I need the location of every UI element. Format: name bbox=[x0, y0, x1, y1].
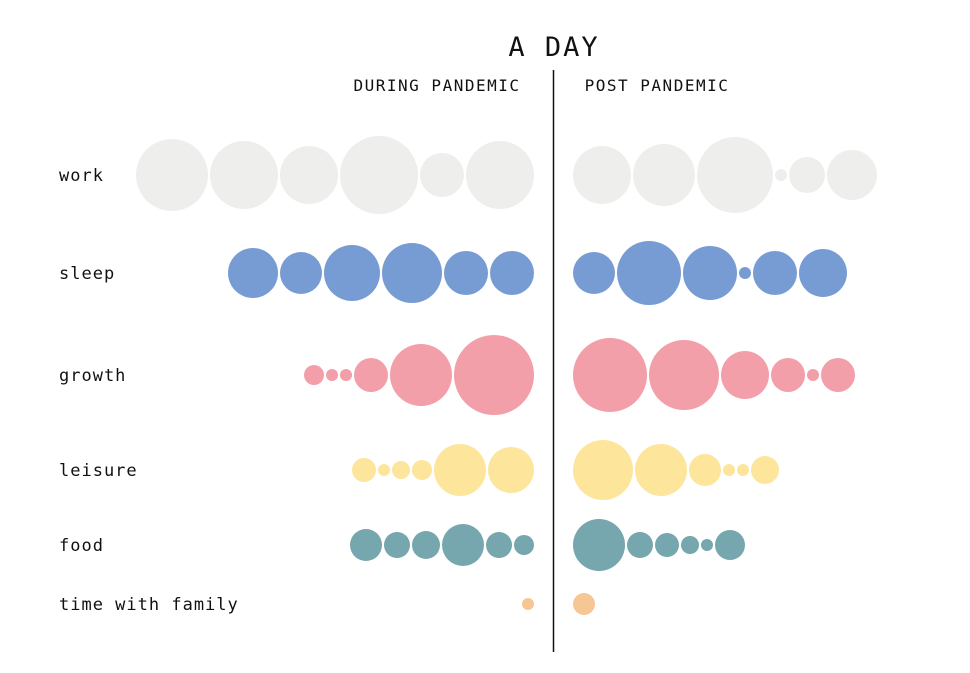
bubble-post-leisure-4 bbox=[737, 464, 749, 476]
bubble-rows: work sleep growth leisure food time with fami… bbox=[59, 136, 877, 615]
bubble-during-growth-4 bbox=[390, 344, 452, 406]
bubble-during-work-1 bbox=[210, 141, 278, 209]
bubble-during-leisure-3 bbox=[412, 460, 432, 480]
row-label-food: food bbox=[59, 536, 104, 556]
bubble-post-sleep-0 bbox=[573, 252, 615, 294]
bubble-post-time-with-family-0 bbox=[573, 593, 595, 615]
bubble-during-leisure-2 bbox=[392, 461, 410, 479]
bubble-during-leisure-5 bbox=[488, 447, 534, 493]
bubble-post-growth-4 bbox=[807, 369, 819, 381]
bubble-post-leisure-1 bbox=[635, 444, 687, 496]
bubble-during-leisure-4 bbox=[434, 444, 486, 496]
row-label-work: work bbox=[59, 166, 104, 186]
bubble-during-work-0 bbox=[136, 139, 208, 211]
bubble-during-growth-1 bbox=[326, 369, 338, 381]
bubble-post-sleep-2 bbox=[683, 246, 737, 300]
bubble-during-sleep-3 bbox=[382, 243, 442, 303]
bubble-during-growth-2 bbox=[340, 369, 352, 381]
bubble-post-food-5 bbox=[715, 530, 745, 560]
bubble-during-sleep-2 bbox=[324, 245, 380, 301]
bubble-during-food-4 bbox=[486, 532, 512, 558]
bubble-post-leisure-2 bbox=[689, 454, 721, 486]
bubble-post-work-5 bbox=[827, 150, 877, 200]
bubble-post-growth-1 bbox=[649, 340, 719, 410]
bubble-post-food-1 bbox=[627, 532, 653, 558]
section-label-during: DURING PANDEMIC bbox=[354, 76, 521, 95]
bubble-post-work-1 bbox=[633, 144, 695, 206]
bubble-post-growth-3 bbox=[771, 358, 805, 392]
bubble-post-growth-2 bbox=[721, 351, 769, 399]
bubble-during-sleep-1 bbox=[280, 252, 322, 294]
bubble-during-food-2 bbox=[412, 531, 440, 559]
bubble-during-sleep-0 bbox=[228, 248, 278, 298]
bubble-during-sleep-5 bbox=[490, 251, 534, 295]
bubble-post-work-3 bbox=[775, 169, 787, 181]
bubble-during-food-1 bbox=[384, 532, 410, 558]
bubble-during-growth-3 bbox=[354, 358, 388, 392]
row-label-time-with-family: time with family bbox=[59, 595, 239, 615]
bubble-post-food-2 bbox=[655, 533, 679, 557]
bubble-post-food-4 bbox=[701, 539, 713, 551]
bubble-post-sleep-1 bbox=[617, 241, 681, 305]
bubble-during-growth-5 bbox=[454, 335, 534, 415]
bubble-during-food-0 bbox=[350, 529, 382, 561]
bubble-post-leisure-0 bbox=[573, 440, 633, 500]
bubble-during-work-4 bbox=[420, 153, 464, 197]
bubble-post-growth-5 bbox=[821, 358, 855, 392]
bubble-post-sleep-4 bbox=[753, 251, 797, 295]
bubble-post-food-0 bbox=[573, 519, 625, 571]
bubble-during-leisure-0 bbox=[352, 458, 376, 482]
bubble-during-food-3 bbox=[442, 524, 484, 566]
bubble-during-work-2 bbox=[280, 146, 338, 204]
bubble-post-work-2 bbox=[697, 137, 773, 213]
row-label-sleep: sleep bbox=[59, 264, 115, 284]
bubble-post-sleep-5 bbox=[799, 249, 847, 297]
bubble-during-growth-0 bbox=[304, 365, 324, 385]
bubble-post-growth-0 bbox=[573, 338, 647, 412]
chart-title: A DAY bbox=[508, 32, 599, 63]
row-label-leisure: leisure bbox=[59, 461, 138, 481]
bubble-during-work-3 bbox=[340, 136, 418, 214]
bubble-post-sleep-3 bbox=[739, 267, 751, 279]
bubble-during-work-5 bbox=[466, 141, 534, 209]
row-label-growth: growth bbox=[59, 366, 126, 386]
bubble-during-sleep-4 bbox=[444, 251, 488, 295]
bubble-post-leisure-3 bbox=[723, 464, 735, 476]
bubble-during-leisure-1 bbox=[378, 464, 390, 476]
bubble-post-food-3 bbox=[681, 536, 699, 554]
bubble-post-work-0 bbox=[573, 146, 631, 204]
bubble-during-time-with-family-0 bbox=[522, 598, 534, 610]
bubble-post-leisure-5 bbox=[751, 456, 779, 484]
bubble-during-food-5 bbox=[514, 535, 534, 555]
section-label-post: POST PANDEMIC bbox=[585, 76, 730, 95]
bubble-post-work-4 bbox=[789, 157, 825, 193]
